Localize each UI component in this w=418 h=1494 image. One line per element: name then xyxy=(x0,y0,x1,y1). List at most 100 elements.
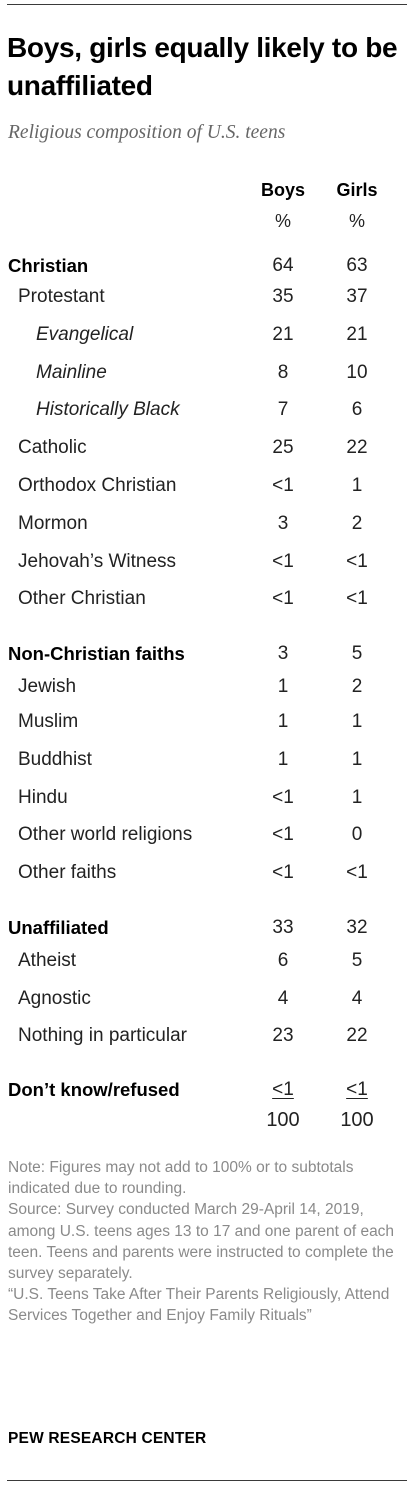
value-boys: <1 xyxy=(272,588,294,609)
value-boys: <1 xyxy=(272,787,294,808)
value-girls: 10 xyxy=(346,362,368,383)
row-label: Nothing in particular xyxy=(18,1025,187,1046)
value-boys: 3 xyxy=(277,513,289,534)
table-row: Protestant 35 37 xyxy=(0,285,418,315)
value-girls: 2 xyxy=(351,676,363,697)
column-header-girls: Girls xyxy=(336,180,378,200)
table-row: Nothing in particular 23 22 xyxy=(0,1024,418,1054)
row-label: Other faiths xyxy=(18,862,117,883)
table-row: Catholic 25 22 xyxy=(0,436,418,466)
row-label: Unaffiliated xyxy=(8,917,109,938)
table-row: Hindu <1 1 xyxy=(0,786,418,816)
row-label: Non-Christian faiths xyxy=(8,643,185,664)
total-boys: 100 xyxy=(266,1109,300,1131)
value-girls: 5 xyxy=(351,950,363,971)
totals-row: 100 100 xyxy=(0,1108,418,1138)
row-label: Mainline xyxy=(36,362,107,383)
row-label: Hindu xyxy=(18,787,68,808)
table-row: Mormon 3 2 xyxy=(0,512,418,542)
row-label: Buddhist xyxy=(18,749,92,770)
value-boys: 64 xyxy=(272,255,294,276)
row-label: Catholic xyxy=(18,437,87,458)
row-label: Other world religions xyxy=(18,824,193,845)
table-row: Christian 64 63 xyxy=(0,254,418,284)
value-girls: 2 xyxy=(351,513,363,534)
footnote: Note: Figures may not add to 100% or to … xyxy=(8,1159,395,1325)
row-label: Jehovah’s Witness xyxy=(18,551,177,572)
table-row: Buddhist 1 1 xyxy=(0,748,418,778)
column-unit-boys: % xyxy=(274,211,291,231)
value-girls: 1 xyxy=(351,787,363,808)
row-label: Don’t know/refused xyxy=(8,1079,180,1100)
top-rule xyxy=(7,4,407,5)
row-label: Jewish xyxy=(18,676,77,697)
value-boys: 21 xyxy=(272,324,294,345)
value-girls: 1 xyxy=(351,711,363,732)
value-girls: <1 xyxy=(346,551,368,572)
value-girls: 63 xyxy=(346,255,368,276)
value-boys: 1 xyxy=(277,711,289,732)
value-girls: 6 xyxy=(351,399,363,420)
value-girls: 4 xyxy=(351,988,363,1009)
row-label: Protestant xyxy=(18,286,105,307)
value-girls: 22 xyxy=(346,437,368,458)
value-boys: <1 xyxy=(272,862,294,883)
table-row: Other Christian <1 <1 xyxy=(0,587,418,617)
value-girls: 22 xyxy=(346,1025,368,1046)
value-boys: 4 xyxy=(277,988,289,1009)
table-row: Jehovah’s Witness <1 <1 xyxy=(0,550,418,580)
column-header-boys: Boys xyxy=(260,180,305,200)
value-boys: 25 xyxy=(272,437,294,458)
table-row: Historically Black 7 6 xyxy=(0,398,418,428)
value-boys: <1 xyxy=(272,824,294,845)
table-row: Mainline 8 10 xyxy=(0,361,418,391)
table-row: Other world religions <1 0 xyxy=(0,823,418,853)
value-girls: <1 xyxy=(346,1079,368,1100)
value-girls: 32 xyxy=(346,917,368,938)
value-boys: 23 xyxy=(272,1025,294,1046)
row-label: Historically Black xyxy=(36,399,180,420)
column-unit-girls: % xyxy=(348,211,365,231)
row-label: Muslim xyxy=(18,711,79,732)
row-label: Agnostic xyxy=(18,988,91,1009)
value-girls: <1 xyxy=(346,588,368,609)
table-row: Agnostic 4 4 xyxy=(0,987,418,1017)
value-boys: 6 xyxy=(277,950,289,971)
value-girls: <1 xyxy=(346,862,368,883)
value-girls: 0 xyxy=(351,824,363,845)
value-boys: 7 xyxy=(277,399,289,420)
row-label: Christian xyxy=(8,255,89,276)
chart-title: Boys, girls equally likely to be unaffil… xyxy=(7,32,398,101)
table-row: Unaffiliated 33 32 xyxy=(0,916,418,946)
value-boys: <1 xyxy=(272,1079,294,1100)
bottom-rule xyxy=(7,1480,407,1481)
row-label: Orthodox Christian xyxy=(18,475,177,496)
value-girls: 1 xyxy=(351,749,363,770)
table-row: Other faiths <1 <1 xyxy=(0,861,418,891)
table-row: Jewish 1 2 xyxy=(0,675,418,705)
row-label: Other Christian xyxy=(18,588,146,609)
table-row: Evangelical 21 21 xyxy=(0,323,418,353)
value-boys: 33 xyxy=(272,917,294,938)
value-boys: 3 xyxy=(277,643,289,664)
value-girls: 37 xyxy=(346,286,368,307)
value-boys: 8 xyxy=(277,362,289,383)
value-boys: <1 xyxy=(272,475,294,496)
table-row: Non-Christian faiths 3 5 xyxy=(0,642,418,672)
value-girls: 5 xyxy=(351,643,363,664)
value-boys: 1 xyxy=(277,676,289,697)
value-boys: <1 xyxy=(272,551,294,572)
table-row: Atheist 6 5 xyxy=(0,949,418,979)
value-boys: 1 xyxy=(277,749,289,770)
source-credit: PEW RESEARCH CENTER xyxy=(8,1430,207,1447)
row-label: Atheist xyxy=(18,950,77,971)
table-row: Orthodox Christian <1 1 xyxy=(0,474,418,504)
value-girls: 21 xyxy=(346,324,368,345)
value-girls: 1 xyxy=(351,475,363,496)
chart-subtitle: Religious composition of U.S. teens xyxy=(8,122,286,143)
row-label: Mormon xyxy=(18,513,88,534)
total-girls: 100 xyxy=(340,1109,374,1131)
row-label: Evangelical xyxy=(36,324,134,345)
value-boys: 35 xyxy=(272,286,294,307)
table-row: Muslim 1 1 xyxy=(0,710,418,740)
